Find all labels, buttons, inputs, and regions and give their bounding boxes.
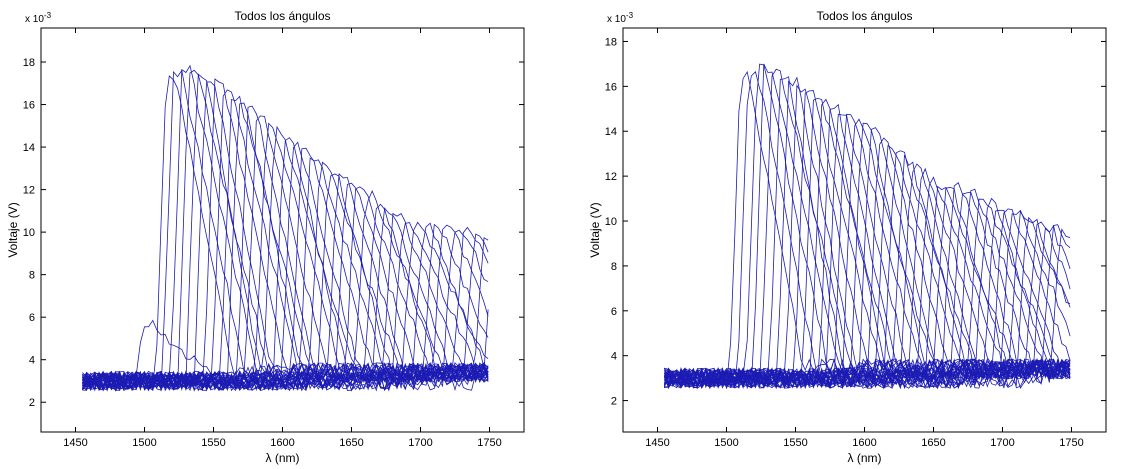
series-line bbox=[82, 207, 489, 392]
series-line bbox=[664, 224, 1071, 390]
y-tick-label: 16 bbox=[605, 81, 617, 93]
y-tick-label: 2 bbox=[29, 397, 35, 409]
y-exponent-label: x 10-3 bbox=[607, 11, 634, 25]
series-line bbox=[82, 115, 489, 392]
series-line bbox=[82, 69, 489, 392]
y-tick-label: 12 bbox=[23, 185, 35, 197]
series-line bbox=[82, 69, 489, 392]
y-tick-label: 10 bbox=[23, 227, 35, 239]
x-tick-label: 1600 bbox=[270, 437, 294, 449]
series-line bbox=[664, 122, 1071, 389]
series-group bbox=[664, 63, 1071, 390]
chart-title: Todos los ángulos bbox=[234, 9, 330, 23]
y-exponent-power: -3 bbox=[44, 11, 52, 20]
series-line bbox=[82, 189, 489, 390]
series-line bbox=[664, 98, 1071, 389]
series-line bbox=[664, 137, 1071, 389]
series-line bbox=[664, 127, 1071, 388]
chart-right: 1450 1500 1550 1600 1650 1700 1750 2 4 6 8 10 12 14 16… bbox=[588, 9, 1107, 465]
series-line bbox=[82, 157, 489, 392]
series-line bbox=[82, 203, 489, 392]
y-tick-label: 4 bbox=[611, 351, 617, 363]
x-tick-label: 1550 bbox=[783, 437, 807, 449]
series-line bbox=[82, 147, 489, 392]
y-axis-label: Voltaje (V) bbox=[588, 202, 602, 257]
x-tick-label: 1600 bbox=[852, 437, 876, 449]
x-tick-label: 1500 bbox=[132, 437, 156, 449]
x-tick-label: 1650 bbox=[921, 437, 945, 449]
y-exponent-power: -3 bbox=[626, 11, 634, 20]
chart-title: Todos los ángulos bbox=[816, 9, 912, 23]
series-line bbox=[664, 216, 1071, 389]
x-tick-label: 1750 bbox=[1059, 437, 1083, 449]
series-line bbox=[664, 228, 1071, 389]
series-line bbox=[82, 309, 489, 392]
series-line bbox=[82, 173, 489, 392]
series-line bbox=[82, 75, 489, 390]
y-tick-label: 2 bbox=[611, 396, 617, 408]
x-axis-label: λ (nm) bbox=[266, 451, 300, 465]
y-tick-label: 4 bbox=[29, 355, 35, 367]
x-axis-label: λ (nm) bbox=[848, 451, 882, 465]
x-tick-label: 1500 bbox=[714, 437, 738, 449]
y-tick-label: 8 bbox=[29, 270, 35, 282]
y-tick-label: 8 bbox=[611, 261, 617, 273]
series-line bbox=[82, 64, 489, 392]
x-tick-label: 1550 bbox=[201, 437, 225, 449]
y-tick-label: 14 bbox=[605, 126, 617, 138]
series-line bbox=[664, 63, 1071, 390]
y-tick-label: 18 bbox=[23, 57, 35, 69]
series-line bbox=[82, 78, 489, 391]
y-tick-label: 6 bbox=[611, 306, 617, 318]
y-tick-label: 14 bbox=[23, 142, 35, 154]
y-tick-label: 6 bbox=[29, 312, 35, 324]
series-line bbox=[82, 89, 489, 391]
series-group bbox=[82, 64, 489, 392]
y-tick-label: 12 bbox=[605, 171, 617, 183]
series-line bbox=[664, 63, 1071, 387]
series-line bbox=[82, 223, 489, 391]
series-line bbox=[664, 182, 1071, 389]
x-tick-label: 1450 bbox=[63, 437, 87, 449]
x-tick-label: 1650 bbox=[339, 437, 363, 449]
series-line bbox=[82, 81, 489, 391]
y-tick-label: 18 bbox=[605, 36, 617, 48]
y-exponent-base: x 10 bbox=[25, 14, 44, 25]
y-tick-label: 10 bbox=[605, 216, 617, 228]
y-axis-label: Voltaje (V) bbox=[6, 202, 20, 257]
series-line bbox=[82, 125, 489, 391]
y-tick-label: 16 bbox=[23, 100, 35, 112]
x-tick-label: 1450 bbox=[645, 437, 669, 449]
x-tick-label: 1750 bbox=[477, 437, 501, 449]
series-line bbox=[664, 209, 1071, 390]
chart-left: 1450 1500 1550 1600 1650 1700 1750 2 4 6 8 10 12 14 16… bbox=[6, 9, 525, 465]
x-tick-label: 1700 bbox=[408, 437, 432, 449]
series-line bbox=[82, 137, 489, 392]
series-line bbox=[82, 105, 489, 392]
series-line bbox=[82, 73, 489, 391]
x-tick-label: 1700 bbox=[990, 437, 1014, 449]
series-line bbox=[82, 173, 489, 392]
series-line bbox=[664, 97, 1071, 389]
y-exponent-label: x 10-3 bbox=[25, 11, 52, 25]
y-exponent-base: x 10 bbox=[607, 14, 626, 25]
